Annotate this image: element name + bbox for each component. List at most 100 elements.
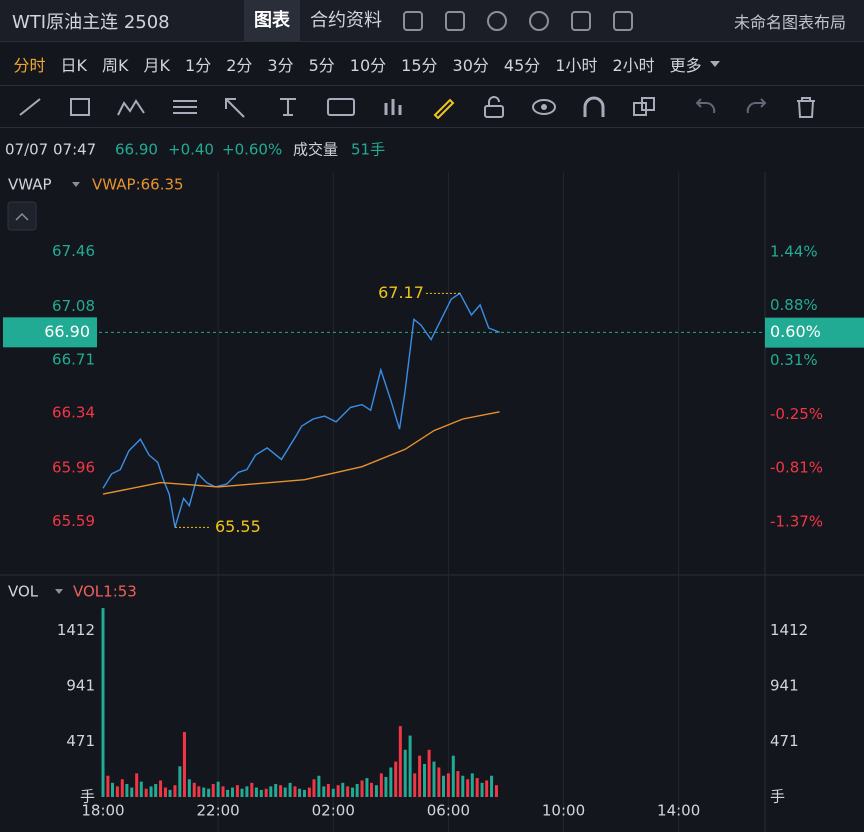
y-tick-label: 66.71 xyxy=(52,350,95,368)
volume-bar xyxy=(283,787,287,797)
interval[interactable]: 2分 xyxy=(226,55,253,75)
y-tick-label: 67.46 xyxy=(52,242,95,260)
vol-tick-label-right: 471 xyxy=(770,732,799,750)
volume-name[interactable]: VOL xyxy=(8,583,39,601)
volume-unit: 手 xyxy=(80,788,95,806)
volume-bar xyxy=(192,782,196,797)
info-price: 66.90 xyxy=(115,141,158,159)
volume-bar xyxy=(355,784,359,797)
interval[interactable]: 2小时 xyxy=(612,55,655,75)
tool-icon[interactable] xyxy=(222,95,252,119)
volume-bar xyxy=(437,767,441,797)
volume-bar xyxy=(346,786,350,797)
indicator-value: VWAP:66.35 xyxy=(92,176,184,194)
tool-icon[interactable] xyxy=(742,95,770,119)
tool-icon[interactable] xyxy=(480,95,508,119)
indicator-name[interactable]: VWAP xyxy=(8,176,52,194)
tool-icon[interactable] xyxy=(792,95,820,119)
volume-bar xyxy=(207,788,211,797)
volume-bar xyxy=(254,787,258,797)
volume-bar xyxy=(494,785,498,797)
min-label: 65.55 xyxy=(215,517,261,536)
volume-bar xyxy=(379,773,383,797)
tool-icon[interactable] xyxy=(430,95,458,119)
interval[interactable]: 5分 xyxy=(308,55,335,75)
y-tick-label: 67.08 xyxy=(52,297,95,315)
x-tick-label: 02:00 xyxy=(312,802,355,820)
x-tick-label: 10:00 xyxy=(542,802,585,820)
tool-icon[interactable] xyxy=(170,95,200,119)
volume-bar xyxy=(221,786,225,797)
interval[interactable]: 30分 xyxy=(452,55,489,75)
volume-bar xyxy=(432,761,436,797)
interval[interactable]: 日K xyxy=(60,55,88,75)
collapse-icon xyxy=(15,212,29,221)
tool-icon[interactable] xyxy=(630,95,670,119)
tool-icon[interactable] xyxy=(326,95,358,119)
chart: 07/07 07:47 66.90 +0.40 +0.60% 成交量 51手 V… xyxy=(0,141,864,832)
interval-bar: 分时 日K 周K 月K 1分 2分 3分 5分 10分 15分 30分 45分 1小时 2小时 更多 xyxy=(0,42,864,86)
symbol[interactable]: WTI原油主连 2508 xyxy=(12,11,170,33)
interval[interactable]: 周K xyxy=(102,55,129,75)
volume-bar xyxy=(288,782,292,797)
tab[interactable]: 图表 xyxy=(244,0,300,42)
interval[interactable]: 3分 xyxy=(267,55,294,75)
tool-icon[interactable] xyxy=(530,95,558,119)
layout-name[interactable]: 未命名图表布局 xyxy=(733,12,846,32)
volume-bar xyxy=(274,784,278,797)
tool-icon[interactable] xyxy=(692,95,720,119)
max-label: 67.17 xyxy=(378,283,424,302)
dropdown-arrow[interactable] xyxy=(55,589,63,594)
volume-bar xyxy=(475,778,479,797)
volume-bar xyxy=(413,773,417,797)
interval[interactable]: 1小时 xyxy=(555,55,598,75)
volume-bar xyxy=(374,785,378,797)
volume-bar xyxy=(389,767,393,797)
tool-icon[interactable] xyxy=(380,95,408,119)
volume-bar xyxy=(427,749,431,797)
icon[interactable] xyxy=(445,10,465,31)
tool-icon[interactable] xyxy=(580,95,608,119)
interval[interactable]: 月K xyxy=(143,55,171,75)
tool-icon[interactable] xyxy=(16,95,44,119)
volume-bar xyxy=(279,785,283,797)
volume-bar xyxy=(120,779,124,797)
icon[interactable] xyxy=(487,10,507,31)
icon[interactable] xyxy=(571,10,591,31)
collapse-button[interactable] xyxy=(7,201,37,231)
icon[interactable] xyxy=(529,10,549,31)
icon[interactable] xyxy=(403,10,423,31)
interval[interactable]: 1分 xyxy=(185,55,212,75)
last-price-box xyxy=(3,317,97,348)
icon[interactable] xyxy=(613,10,633,31)
interval[interactable]: 10分 xyxy=(349,55,387,75)
volume-bar xyxy=(106,775,110,797)
y2-tick-label: -0.81% xyxy=(770,459,823,477)
info-change-pct: +0.60% xyxy=(222,141,282,159)
volume-bar xyxy=(154,784,158,797)
volume-bar xyxy=(144,788,148,797)
tool-icon[interactable] xyxy=(274,95,304,119)
tool-icon[interactable] xyxy=(66,95,94,119)
tool-icon[interactable] xyxy=(116,95,148,119)
interval[interactable]: 分时 xyxy=(13,55,46,75)
tab[interactable]: 合约资料 xyxy=(310,9,382,31)
volume-bar xyxy=(423,763,427,797)
volume-bar xyxy=(187,779,191,797)
volume-bar xyxy=(461,775,465,797)
volume-bar xyxy=(163,787,167,797)
dropdown-arrow[interactable] xyxy=(709,59,721,69)
interval[interactable]: 15分 xyxy=(401,55,438,75)
x-tick-label: 18:00 xyxy=(81,802,124,820)
dropdown-arrow[interactable] xyxy=(72,182,80,187)
volume-bar xyxy=(365,778,369,797)
volume-bar xyxy=(115,786,119,797)
volume-bar xyxy=(173,785,177,797)
interval[interactable]: 更多 xyxy=(669,55,702,75)
volume-bar xyxy=(240,788,244,797)
volume-bar xyxy=(470,773,474,797)
interval[interactable]: 45分 xyxy=(503,55,541,75)
volume-bar xyxy=(231,787,235,797)
volume-bar xyxy=(490,775,494,797)
vol-tick-label: 941 xyxy=(66,676,95,694)
